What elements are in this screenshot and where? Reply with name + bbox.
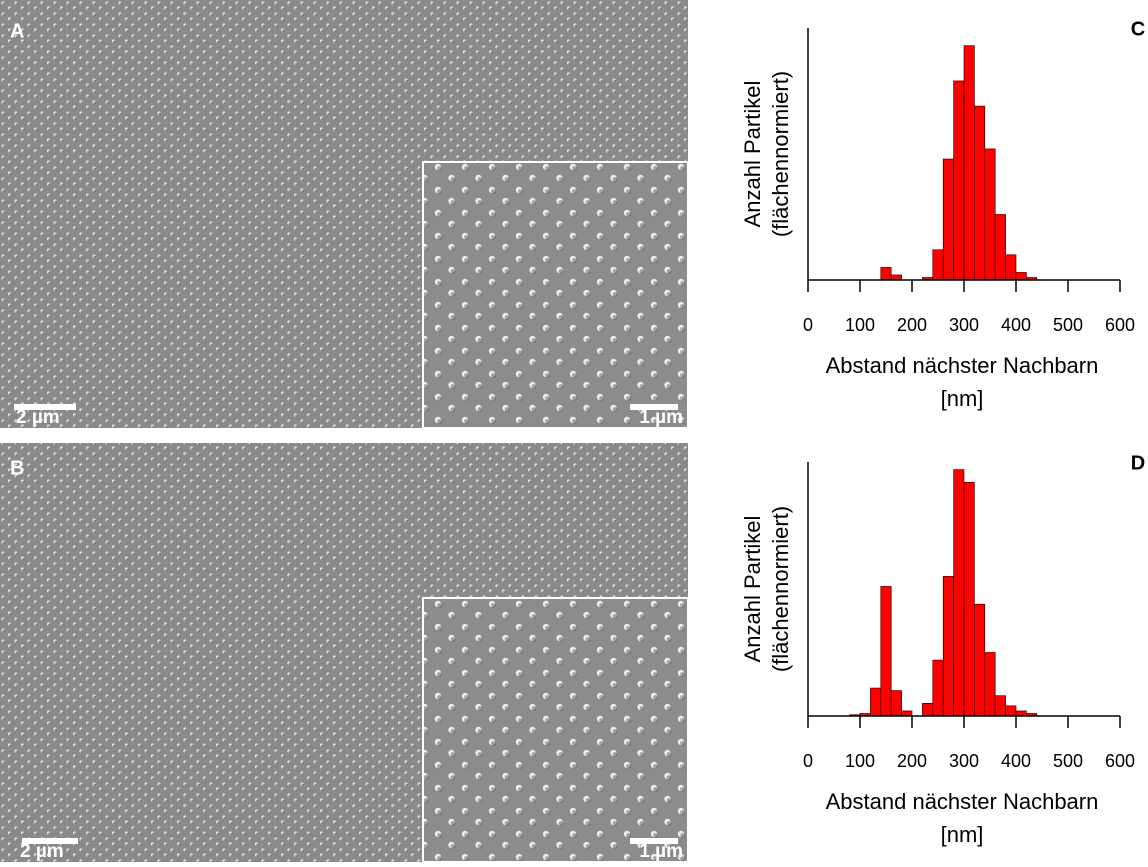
panel-label: B [10,457,24,479]
histogram-bar [1005,705,1017,717]
x-axis-label: [nm] [941,386,984,411]
histogram-bar [974,105,986,281]
histogram-bar [922,702,934,717]
sem-image-b: B 2 µm 1 µm [0,443,689,863]
histogram-bar [942,575,954,717]
x-tick-label: 0 [803,751,813,771]
histogram-bar [901,710,913,717]
histogram-bar [974,603,986,717]
x-tick-label: 100 [845,751,875,771]
scale-text: 2 µm [20,841,64,862]
scale-text: 1 µm [639,407,683,428]
sem-inset [422,597,689,863]
sem-image-a: A 2 µm 1 µm [0,0,689,429]
scale-bar [630,404,678,410]
y-axis-label: (flächennormiert) [768,506,793,672]
y-axis-label: Anzahl Partikel [740,516,765,663]
histogram-bar [984,148,996,281]
histogram-bar [932,659,944,717]
histogram-bar [963,45,975,281]
histogram-bar [932,249,944,281]
x-tick-label: 300 [949,751,979,771]
x-axis-label: Abstand nächster Nachbarn [826,353,1099,378]
y-axis-label: (flächennormiert) [768,71,793,237]
scale-bar [630,838,678,844]
x-tick-label: 100 [845,315,875,335]
histogram-bar [994,695,1006,717]
histogram-bar [880,586,892,717]
x-tick-label: 500 [1053,751,1083,771]
histogram-bar [942,158,954,281]
histogram-bar [953,469,965,717]
histogram-bar [880,267,892,281]
x-axis-label: [nm] [941,822,984,847]
x-tick-label: 500 [1053,315,1083,335]
sem-inset [422,161,689,429]
histogram-bar [963,482,975,717]
x-tick-label: 400 [1001,751,1031,771]
histogram-bar [870,687,882,717]
x-tick-label: 200 [897,751,927,771]
histogram-bar [890,274,902,281]
x-tick-label: 200 [897,315,927,335]
histogram-bar [1015,710,1027,717]
histogram-bar [953,80,965,281]
scale-bar [14,404,76,410]
scale-bar [22,838,78,844]
x-tick-label: 0 [803,315,813,335]
scale-text: 1 µm [639,841,683,862]
histogram-bar [890,690,902,717]
x-tick-label: 600 [1105,315,1135,335]
x-tick-label: 400 [1001,315,1031,335]
histogram-bar [1005,254,1017,281]
panel-label: C [1131,18,1145,40]
histogram-bar [994,214,1006,281]
y-axis-label: Anzahl Partikel [740,81,765,228]
scale-text: 2 µm [16,407,60,428]
x-axis-label: Abstand nächster Nachbarn [826,789,1099,814]
histogram-bar [984,652,996,717]
panel-label: D [1131,452,1145,474]
histogram-bar [1015,272,1027,281]
x-tick-label: 300 [949,315,979,335]
panel-label: A [10,20,24,42]
x-tick-label: 600 [1105,751,1135,771]
